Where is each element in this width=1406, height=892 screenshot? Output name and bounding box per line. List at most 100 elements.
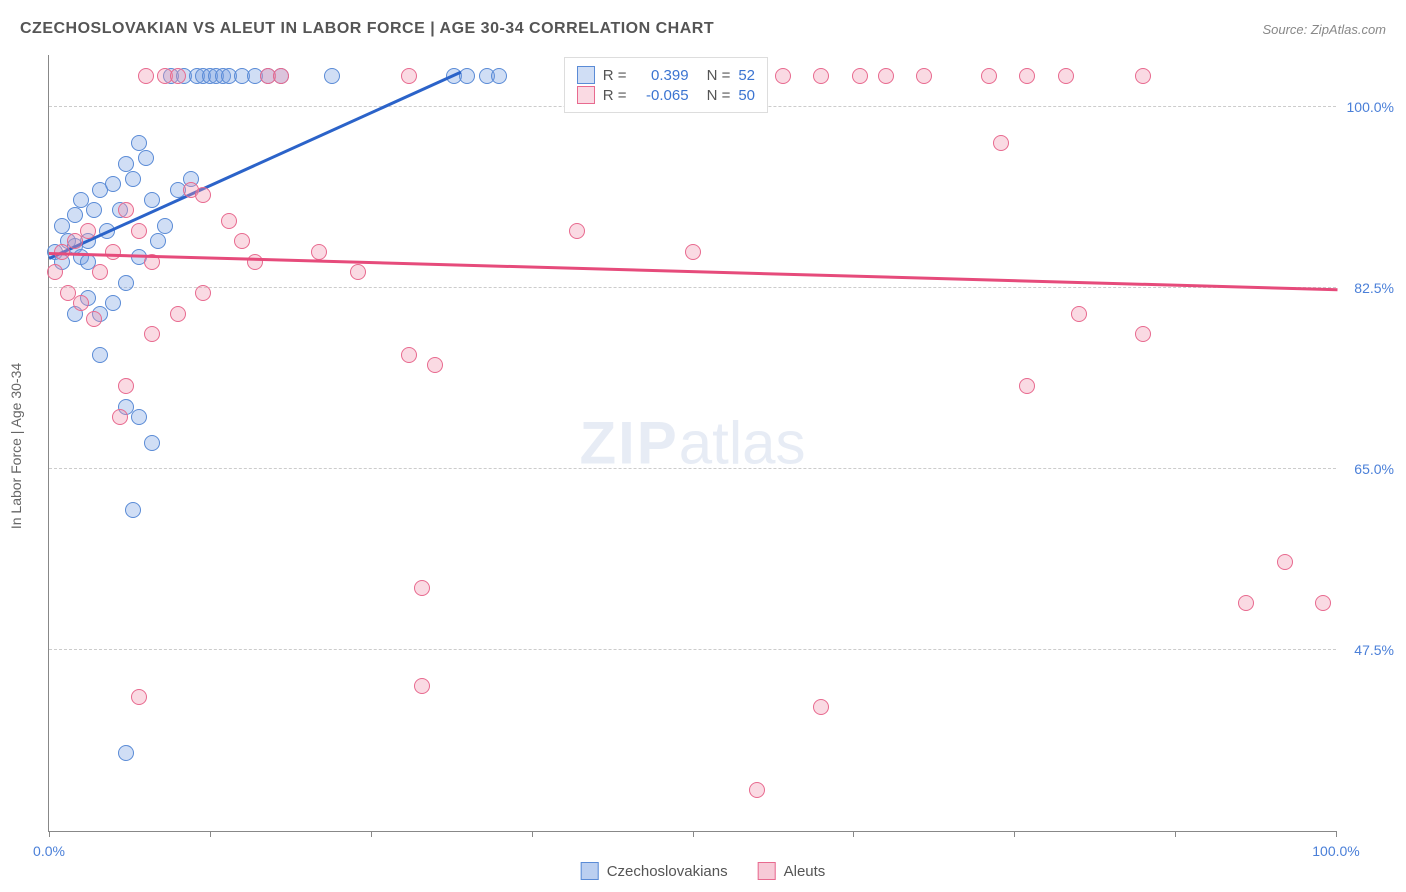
data-point [125, 502, 141, 518]
n-value: 50 [738, 87, 755, 104]
data-point [118, 156, 134, 172]
data-point [1071, 306, 1087, 322]
data-point [491, 68, 507, 84]
data-point [775, 68, 791, 84]
data-point [350, 264, 366, 280]
data-point [401, 68, 417, 84]
xtick-label: 0.0% [33, 843, 65, 859]
data-point [324, 68, 340, 84]
ytick-label: 47.5% [1340, 642, 1394, 658]
data-point [1315, 595, 1331, 611]
ytick-label: 65.0% [1340, 461, 1394, 477]
legend-swatch [758, 862, 776, 880]
plot-area: ZIPatlas 47.5%65.0%82.5%100.0%0.0%100.0%… [48, 55, 1336, 832]
data-point [105, 244, 121, 260]
data-point [414, 580, 430, 596]
data-point [195, 285, 211, 301]
n-value: 52 [738, 67, 755, 84]
data-point [118, 202, 134, 218]
source-label: Source: ZipAtlas.com [1262, 22, 1386, 37]
legend-row: R = 0.399 N = 52 [577, 66, 755, 84]
data-point [92, 264, 108, 280]
data-point [73, 295, 89, 311]
trend-line [48, 71, 461, 260]
legend-label: Aleuts [784, 863, 826, 880]
data-point [105, 295, 121, 311]
data-point [138, 150, 154, 166]
data-point [118, 275, 134, 291]
xtick [693, 831, 694, 837]
data-point [73, 192, 89, 208]
data-point [414, 678, 430, 694]
data-point [131, 409, 147, 425]
data-point [131, 135, 147, 151]
data-point [47, 264, 63, 280]
data-point [401, 347, 417, 363]
data-point [80, 223, 96, 239]
data-point [118, 378, 134, 394]
xtick [1175, 831, 1176, 837]
data-point [878, 68, 894, 84]
data-point [86, 311, 102, 327]
ytick-label: 100.0% [1340, 99, 1394, 115]
data-point [247, 254, 263, 270]
data-point [221, 213, 237, 229]
data-point [916, 68, 932, 84]
data-point [852, 68, 868, 84]
legend-item: Czechoslovakians [581, 862, 728, 880]
r-label: R = [603, 87, 627, 104]
xtick [1014, 831, 1015, 837]
data-point [1058, 68, 1074, 84]
data-point [144, 435, 160, 451]
data-point [131, 689, 147, 705]
xtick [371, 831, 372, 837]
data-point [105, 176, 121, 192]
ytick-label: 82.5% [1340, 280, 1394, 296]
data-point [427, 357, 443, 373]
data-point [150, 233, 166, 249]
data-point [144, 192, 160, 208]
data-point [981, 68, 997, 84]
data-point [1238, 595, 1254, 611]
legend-swatch [581, 862, 599, 880]
n-label: N = [707, 67, 731, 84]
r-value: 0.399 [635, 67, 689, 84]
data-point [86, 202, 102, 218]
data-point [311, 244, 327, 260]
data-point [170, 68, 186, 84]
xtick [49, 831, 50, 837]
r-value: -0.065 [635, 87, 689, 104]
data-point [1135, 326, 1151, 342]
r-label: R = [603, 67, 627, 84]
y-axis-label: In Labor Force | Age 30-34 [8, 363, 24, 529]
xtick [532, 831, 533, 837]
legend-swatch [577, 66, 595, 84]
gridline [49, 468, 1336, 469]
legend-row: R = -0.065 N = 50 [577, 86, 755, 104]
data-point [813, 699, 829, 715]
data-point [112, 409, 128, 425]
data-point [813, 68, 829, 84]
data-point [157, 218, 173, 234]
correlation-legend: R = 0.399 N = 52 R = -0.065 N = 50 [564, 57, 768, 113]
data-point [125, 171, 141, 187]
xtick [210, 831, 211, 837]
legend-bottom: Czechoslovakians Aleuts [581, 862, 826, 880]
legend-label: Czechoslovakians [607, 863, 728, 880]
legend-item: Aleuts [758, 862, 826, 880]
data-point [234, 233, 250, 249]
n-label: N = [707, 87, 731, 104]
data-point [118, 745, 134, 761]
data-point [195, 187, 211, 203]
data-point [749, 782, 765, 798]
xtick [853, 831, 854, 837]
data-point [685, 244, 701, 260]
legend-swatch [577, 86, 595, 104]
data-point [993, 135, 1009, 151]
xtick [1336, 831, 1337, 837]
data-point [459, 68, 475, 84]
data-point [273, 68, 289, 84]
data-point [67, 207, 83, 223]
data-point [170, 306, 186, 322]
chart-title: CZECHOSLOVAKIAN VS ALEUT IN LABOR FORCE … [20, 20, 714, 38]
